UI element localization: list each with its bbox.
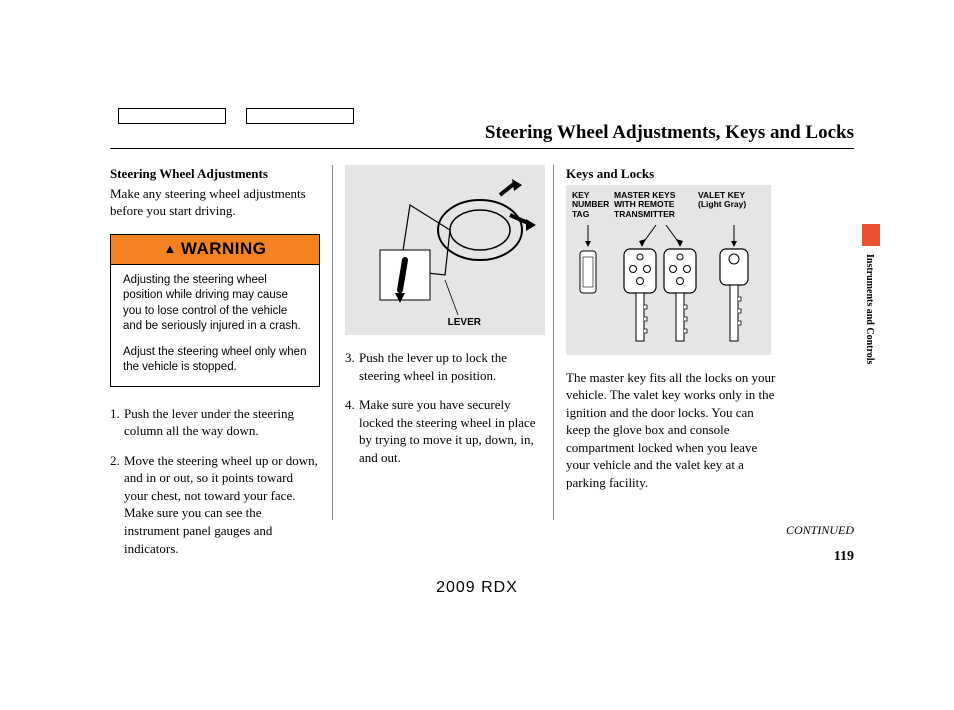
warning-box: ▲ WARNING Adjusting the steering wheel p… [110, 234, 320, 387]
key-label-tag: KEY NUMBER TAG [572, 191, 614, 220]
column-2: LEVER 3. Push the lever up to lock the s… [332, 165, 554, 520]
section-tab-label: Instruments and Controls [864, 254, 875, 364]
header-placeholder-boxes [118, 108, 354, 124]
step-1: 1. Push the lever under the steering col… [110, 405, 320, 440]
step-number: 1. [110, 405, 124, 440]
step-3: 3. Push the lever up to lock the steerin… [345, 349, 541, 384]
keys-body-text: The master key fits all the locks on you… [566, 369, 776, 492]
steering-intro: Make any steering wheel adjustments befo… [110, 185, 320, 220]
column-3: Keys and Locks KEY NUMBER TAG MASTER KEY… [554, 165, 776, 520]
manual-page: Steering Wheel Adjustments, Keys and Loc… [0, 0, 954, 710]
illustration-label-lever: LEVER [448, 316, 481, 330]
steering-lever-illustration: LEVER [345, 165, 545, 335]
warning-text-2: Adjust the steering wheel only when the … [123, 345, 309, 376]
keys-svg [566, 225, 771, 355]
warning-triangle-icon: ▲ [163, 240, 176, 258]
section-heading-steering: Steering Wheel Adjustments [110, 165, 320, 183]
section-heading-keys: Keys and Locks [566, 165, 776, 183]
header-box-1 [118, 108, 226, 124]
step-2: 2. Move the steering wheel up or down, a… [110, 452, 320, 557]
key-label-valet: VALET KEY (Light Gray) [698, 191, 758, 220]
step-text: Make sure you have securely locked the s… [359, 396, 541, 466]
step-number: 4. [345, 396, 359, 466]
column-1: Steering Wheel Adjustments Make any stee… [110, 165, 332, 520]
keys-illustration: KEY NUMBER TAG MASTER KEYS WITH REMOTE T… [566, 185, 771, 355]
step-4: 4. Make sure you have securely locked th… [345, 396, 541, 466]
step-text: Push the lever up to lock the steering w… [359, 349, 541, 384]
page-number: 119 [834, 549, 854, 565]
section-tab [862, 224, 880, 246]
step-text: Push the lever under the steering column… [124, 405, 320, 440]
step-number: 2. [110, 452, 124, 557]
key-label-master: MASTER KEYS WITH REMOTE TRANSMITTER [614, 191, 698, 220]
keys-labels-row: KEY NUMBER TAG MASTER KEYS WITH REMOTE T… [572, 191, 765, 220]
content-columns: Steering Wheel Adjustments Make any stee… [110, 165, 776, 520]
title-rule [110, 148, 854, 149]
header-box-2 [246, 108, 354, 124]
page-title: Steering Wheel Adjustments, Keys and Loc… [485, 122, 854, 144]
step-text: Move the steering wheel up or down, and … [124, 452, 320, 557]
warning-header: ▲ WARNING [111, 235, 319, 265]
warning-text-1: Adjusting the steering wheel position wh… [123, 273, 309, 335]
continued-label: CONTINUED [786, 523, 854, 538]
warning-label: WARNING [181, 238, 267, 261]
warning-body: Adjusting the steering wheel position wh… [111, 265, 319, 386]
steering-svg [350, 175, 540, 325]
model-year: 2009 RDX [436, 579, 518, 597]
step-number: 3. [345, 349, 359, 384]
